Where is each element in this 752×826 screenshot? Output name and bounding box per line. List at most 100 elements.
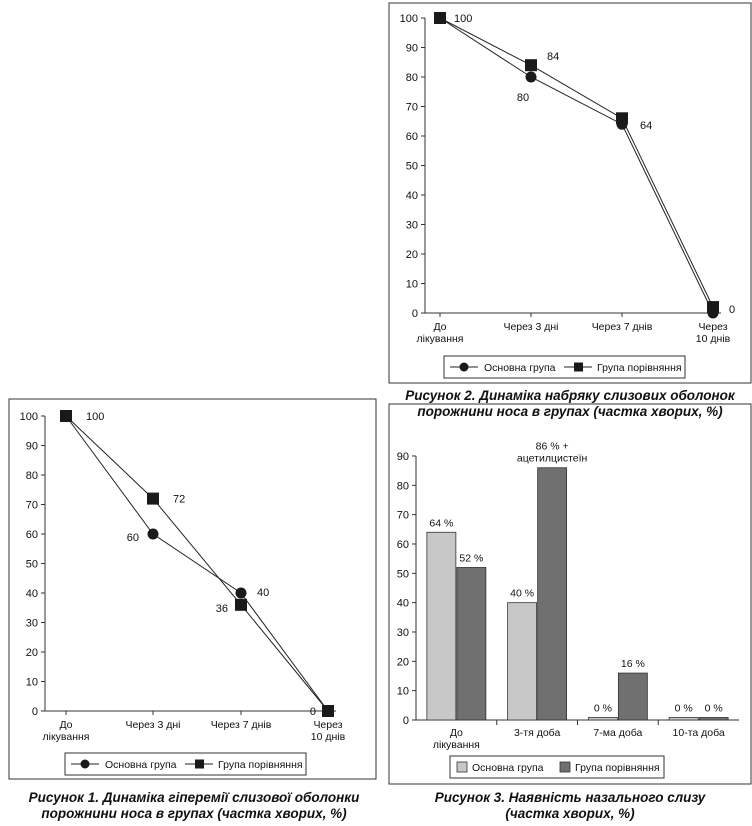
chart-3-series-1-bar	[507, 602, 538, 721]
chart-1-y-tick-label: 30	[26, 618, 38, 630]
chart-3-series-1-data-label: 0 %	[594, 703, 612, 715]
chart-2-y-tick-label: 20	[406, 249, 418, 261]
chart-1-series-2-point	[322, 705, 334, 717]
chart-1-series-1-data-label: 0	[310, 706, 316, 718]
chart-3-series-2-data-label: 86 % + ацетилцистеїн	[517, 441, 588, 465]
chart-2-series-1-data-label: 0	[729, 304, 735, 316]
chart-1-y-tick-label: 90	[26, 441, 38, 453]
chart-2-x-tick-label: Через 10 днів	[696, 321, 731, 345]
chart-2-legend-swatch-square	[574, 362, 583, 372]
chart-1-series-1-line	[65, 415, 329, 712]
chart-1-y-tick-label: 60	[26, 529, 38, 541]
chart-1-series-1-point	[147, 528, 159, 540]
chart-2-legend-label-1: Основна група	[484, 362, 556, 374]
chart-2-series-1-data-label: 100	[454, 13, 472, 25]
chart-3-frame	[388, 403, 752, 785]
chart-2-y-tick-label: 50	[406, 161, 418, 173]
chart-1-legend-swatch-circle	[80, 759, 90, 769]
chart-3-y-tick-label: 80	[397, 480, 409, 492]
chart-3-x-tick-label: 7-ма доба	[593, 727, 642, 739]
chart-2-legend-swatch-circle	[459, 362, 469, 372]
chart-1-x-tick-label: Через 7 днів	[211, 719, 272, 731]
chart-2-legend-label-2: Група порівняння	[597, 362, 682, 374]
chart-1-series-2-data-label: 72	[173, 494, 185, 506]
chart-3-series-2-data-label: 52 %	[459, 552, 483, 564]
chart-3-x-tick-label: 3-тя доба	[514, 727, 560, 739]
chart-2-series-2-line	[439, 17, 714, 308]
chart-3-series-1-bar	[426, 531, 457, 721]
chart-3-x-tick-label: До лікування	[433, 727, 480, 751]
chart-2-y-tick-label: 10	[406, 279, 418, 291]
chart-3-series-2-bar	[698, 717, 729, 721]
chart-2-series-1-data-label: 64	[640, 120, 652, 132]
chart-1-series-2-point	[235, 598, 247, 611]
chart-2-series-2-point	[616, 112, 628, 125]
chart-1-y-tick-label: 80	[26, 470, 38, 482]
chart-1-y-tick-label: 50	[26, 559, 38, 571]
chart-1-series-2-line	[65, 415, 329, 712]
chart-2-x-tick-label: Через 7 днів	[592, 321, 653, 333]
chart-3-series-1-data-label: 40 %	[510, 588, 534, 600]
figure-3-caption-line-1: Рисунок 3. Наявність назального слизу	[434, 790, 706, 805]
chart-2-y-tick-label: 0	[412, 308, 418, 320]
chart-1-y-tick-label: 0	[32, 706, 38, 718]
chart-3-y-tick-label: 60	[397, 539, 409, 551]
chart-2-y-tick-label: 90	[406, 43, 418, 55]
chart-2-frame	[388, 2, 752, 384]
chart-1-x-tick-label: До лікування	[42, 719, 89, 743]
chart-3-y-tick-label: 90	[397, 451, 409, 463]
chart-2-y-tick-label: 80	[406, 72, 418, 84]
chart-3-y-tick-label: 70	[397, 510, 409, 522]
chart-3-y-tick-label: 40	[397, 598, 409, 610]
chart-3-series-2-data-label: 0 %	[705, 703, 723, 715]
chart-2-series-2-data-label: 84	[547, 51, 559, 63]
chart-3-series-1-data-label: 0 %	[675, 703, 693, 715]
chart-1-series-1-data-label: 100	[86, 411, 104, 423]
chart-3-y-tick-label: 10	[397, 686, 409, 698]
chart-3-legend-swatch-2	[559, 761, 571, 773]
chart-1-frame	[8, 398, 377, 780]
chart-1-y-tick-label: 20	[26, 647, 38, 659]
chart-1-x-tick-label: Через 10 днів	[311, 719, 346, 743]
chart-2-series-2-point	[434, 12, 446, 24]
chart-2-series-1-data-label: 80	[517, 92, 529, 104]
chart-3-y-tick-label: 20	[397, 656, 409, 668]
chart-2-y-tick-label: 100	[400, 13, 418, 25]
chart-3-legend-label-1: Основна група	[472, 762, 544, 774]
chart-3-series-2-data-label: 16 %	[621, 658, 645, 670]
chart-2-y-tick-label: 30	[406, 220, 418, 232]
chart-3-legend	[449, 755, 665, 779]
chart-1-legend-swatch-square	[195, 759, 204, 769]
chart-1-series-1-point	[235, 587, 247, 599]
chart-1-y-tick-label: 100	[20, 411, 38, 423]
figure-3-caption-line-2: (частка хворих, %)	[505, 806, 635, 821]
chart-3-legend-label-2: Група порівняння	[575, 762, 660, 774]
chart-2-series-2-point	[525, 59, 537, 72]
figure-2-caption-line-1: Рисунок 2. Динаміка набряку слизових обо…	[405, 388, 735, 403]
figure-2-caption: Рисунок 2. Динаміка набряку слизових обо…	[388, 388, 752, 420]
figure-2-caption-line-2: порожнини носа в групах (частка хворих, …	[417, 404, 723, 419]
chart-1-y-tick-label: 10	[26, 677, 38, 689]
chart-3-legend-swatch-1	[456, 761, 468, 773]
figure-1-caption-line-1: Рисунок 1. Динаміка гіперемії слизової о…	[28, 790, 360, 805]
chart-3-y-tick-label: 50	[397, 568, 409, 580]
chart-1-series-2-point	[147, 492, 159, 505]
chart-2-series-2-point	[707, 301, 719, 314]
chart-1-legend-label-2: Група порівняння	[218, 759, 303, 771]
figure-1-caption-line-2: порожнини носа в групах (частка хворих, …	[41, 806, 347, 821]
chart-2-y-tick-label: 40	[406, 190, 418, 202]
chart-2-x-tick-label: Через 3 дні	[503, 321, 558, 333]
chart-3-y-tick-label: 30	[397, 627, 409, 639]
chart-1-y-tick-label: 40	[26, 588, 38, 600]
chart-2-series-1-line	[439, 17, 714, 314]
chart-1-series-2-data-label: 36	[216, 603, 228, 615]
chart-2-y-tick-label: 70	[406, 102, 418, 114]
chart-1-series-1-data-label: 40	[257, 587, 269, 599]
chart-3-series-1-bar	[587, 717, 618, 721]
figure-1-caption: Рисунок 1. Динаміка гіперемії слизової о…	[8, 790, 380, 822]
chart-2-y-tick-label: 60	[406, 131, 418, 143]
chart-1-series-2-point	[60, 410, 72, 422]
chart-1-y-tick-label: 70	[26, 500, 38, 512]
chart-1-series-1-data-label: 60	[127, 532, 139, 544]
